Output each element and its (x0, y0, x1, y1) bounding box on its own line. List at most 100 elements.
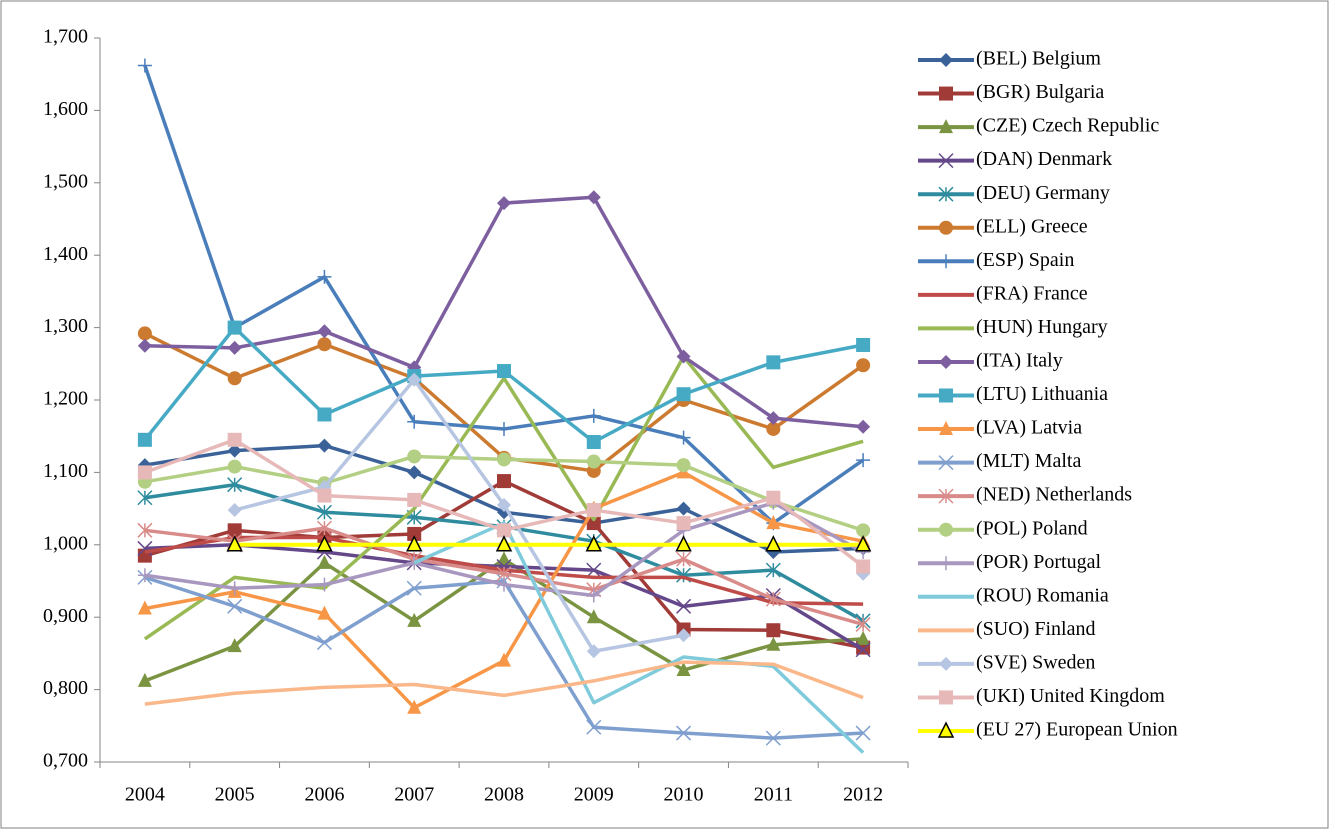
marker (227, 371, 242, 386)
legend-label: (ROU) Romania (976, 584, 1109, 606)
marker (407, 465, 422, 480)
marker (855, 642, 871, 658)
marker (939, 522, 953, 537)
marker (586, 562, 602, 578)
legend-label: (LVA) Latvia (976, 417, 1082, 439)
marker (586, 454, 601, 469)
marker (585, 535, 602, 552)
marker (227, 340, 242, 355)
legend-label: (DAN) Denmark (976, 148, 1112, 170)
legend-label: (ELL) Greece (976, 215, 1088, 237)
marker (227, 581, 242, 596)
marker (227, 443, 242, 458)
legend-label: (POR) Portugal (976, 551, 1101, 573)
legend-label: (FRA) France (976, 282, 1088, 304)
series-line (413, 521, 865, 754)
legend-label: (SVE) Sweden (976, 651, 1095, 673)
legend-label: (CZE) Czech Republic (976, 115, 1159, 137)
legend-label: (POL) Poland (976, 517, 1088, 539)
marker (939, 220, 953, 235)
marker (856, 523, 871, 538)
y-tick-label: 0,900 (43, 605, 88, 627)
marker (939, 254, 953, 269)
marker (406, 580, 422, 596)
marker (137, 540, 153, 556)
marker (137, 672, 152, 687)
marker (765, 591, 781, 607)
marker (137, 432, 152, 447)
legend-label: (NED) Netherlands (976, 484, 1132, 506)
y-tick-label: 0,700 (43, 750, 88, 772)
marker (766, 411, 781, 426)
marker (227, 638, 242, 653)
marker (676, 349, 691, 364)
marker (939, 53, 953, 67)
marker (317, 269, 332, 284)
marker (766, 515, 781, 530)
x-tick-label: 2006 (304, 784, 344, 806)
marker (407, 526, 422, 541)
marker (766, 636, 781, 651)
marker (765, 730, 781, 746)
marker (137, 568, 152, 583)
marker (137, 58, 152, 73)
legend-label: (HUN) Hungary (976, 316, 1108, 338)
marker (497, 497, 511, 512)
marker (497, 474, 511, 489)
marker (676, 387, 691, 402)
marker (939, 86, 953, 101)
marker (855, 725, 871, 741)
marker (676, 501, 691, 516)
marker (137, 600, 152, 615)
marker (676, 430, 691, 445)
y-tick-label: 1,300 (43, 315, 88, 337)
x-tick-label: 2007 (394, 784, 434, 806)
marker (586, 719, 602, 735)
marker (939, 690, 953, 705)
y-tick-label: 1,100 (43, 460, 88, 482)
marker (406, 535, 423, 552)
marker (856, 419, 871, 434)
marker (407, 372, 422, 387)
marker (137, 326, 152, 341)
marker (939, 119, 953, 134)
marker (316, 635, 332, 651)
y-tick-label: 1,200 (43, 388, 88, 410)
marker (497, 652, 511, 667)
marker (316, 520, 332, 536)
y-tick-label: 1,400 (43, 243, 88, 265)
marker (317, 554, 332, 569)
legend-label: (ESP) Spain (976, 249, 1074, 271)
y-tick-label: 0,800 (43, 677, 88, 699)
marker (676, 516, 691, 531)
marker (407, 555, 422, 570)
marker (937, 721, 955, 738)
marker (856, 453, 871, 468)
marker (407, 612, 422, 627)
series (226, 535, 872, 552)
series (137, 190, 871, 434)
marker (939, 421, 953, 436)
marker (856, 337, 871, 352)
marker (227, 432, 242, 447)
marker (497, 196, 511, 211)
marker (317, 438, 332, 453)
series (413, 521, 865, 754)
marker (497, 577, 511, 592)
marker (938, 186, 954, 202)
marker (407, 414, 422, 429)
marker (497, 452, 511, 467)
marker (317, 488, 332, 503)
marker (586, 434, 601, 449)
marker (676, 725, 692, 741)
y-tick-label: 1,600 (43, 98, 88, 120)
marker (226, 535, 243, 552)
marker (766, 490, 781, 505)
marker (137, 338, 152, 353)
y-tick-label: 1,000 (43, 532, 88, 554)
marker (675, 535, 692, 552)
marker (765, 562, 781, 578)
marker (497, 421, 511, 436)
marker (137, 465, 152, 480)
